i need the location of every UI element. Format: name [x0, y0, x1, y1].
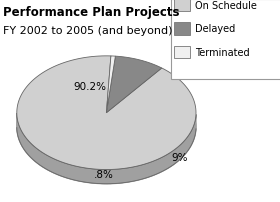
Polygon shape — [17, 57, 196, 170]
Polygon shape — [106, 57, 162, 113]
Text: 90.2%: 90.2% — [73, 82, 106, 92]
Text: 9%: 9% — [171, 153, 187, 163]
Text: Terminated: Terminated — [195, 47, 249, 58]
Text: Delayed: Delayed — [195, 24, 235, 34]
FancyBboxPatch shape — [171, 0, 280, 80]
Text: On Schedule: On Schedule — [195, 1, 256, 11]
Ellipse shape — [17, 71, 196, 184]
Bar — [174, 46, 190, 59]
Bar — [174, 23, 190, 35]
Bar — [174, 0, 190, 12]
Polygon shape — [106, 57, 115, 113]
Text: FY 2002 to 2005 (and beyond): FY 2002 to 2005 (and beyond) — [3, 26, 172, 36]
Polygon shape — [17, 114, 196, 184]
Text: .8%: .8% — [94, 169, 113, 179]
Text: Performance Plan Projects: Performance Plan Projects — [3, 6, 179, 19]
